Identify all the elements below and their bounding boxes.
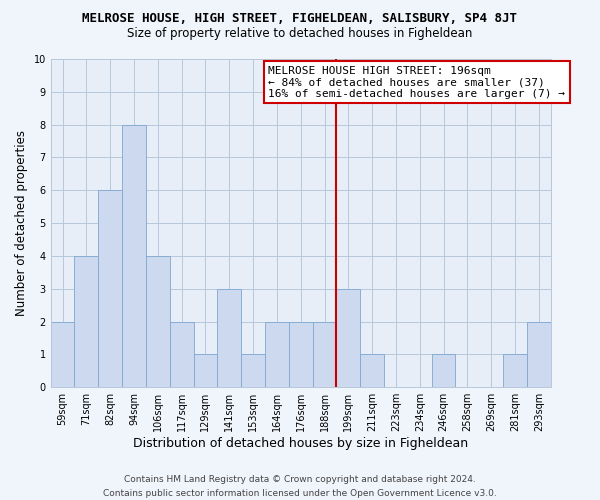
Text: MELROSE HOUSE, HIGH STREET, FIGHELDEAN, SALISBURY, SP4 8JT: MELROSE HOUSE, HIGH STREET, FIGHELDEAN, …	[83, 12, 517, 26]
Bar	[360, 354, 384, 387]
Bar	[217, 288, 241, 387]
Bar	[98, 190, 122, 387]
Bar	[50, 322, 74, 387]
Bar	[146, 256, 170, 387]
Bar	[313, 322, 337, 387]
Text: Size of property relative to detached houses in Figheldean: Size of property relative to detached ho…	[127, 28, 473, 40]
Y-axis label: Number of detached properties: Number of detached properties	[15, 130, 28, 316]
Bar	[527, 322, 551, 387]
Bar	[241, 354, 265, 387]
Bar	[431, 354, 455, 387]
Bar	[503, 354, 527, 387]
Bar	[265, 322, 289, 387]
Bar	[337, 288, 360, 387]
Bar	[289, 322, 313, 387]
Text: MELROSE HOUSE HIGH STREET: 196sqm
← 84% of detached houses are smaller (37)
16% : MELROSE HOUSE HIGH STREET: 196sqm ← 84% …	[268, 66, 565, 99]
Bar	[194, 354, 217, 387]
Bar	[170, 322, 194, 387]
X-axis label: Distribution of detached houses by size in Figheldean: Distribution of detached houses by size …	[133, 437, 468, 450]
Bar	[74, 256, 98, 387]
Text: Contains HM Land Registry data © Crown copyright and database right 2024.
Contai: Contains HM Land Registry data © Crown c…	[103, 476, 497, 498]
Bar	[122, 124, 146, 387]
